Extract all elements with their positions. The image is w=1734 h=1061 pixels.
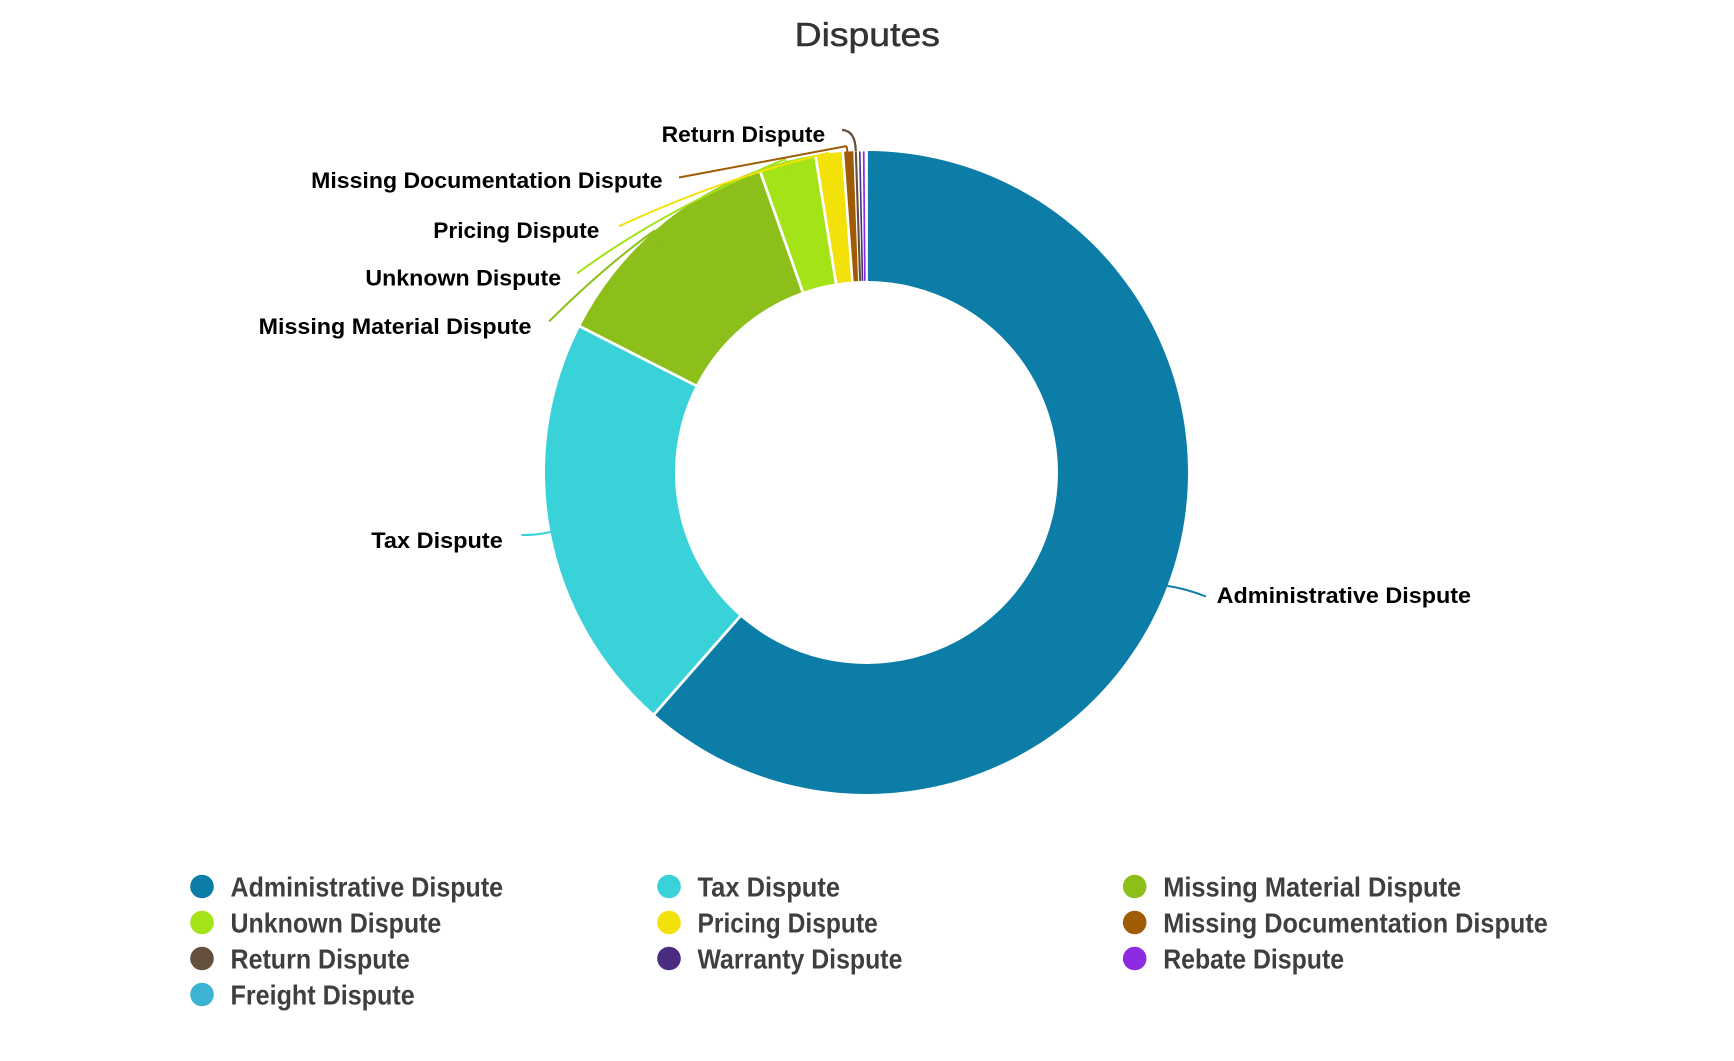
svg-text:Tax Dispute: Tax Dispute <box>371 528 503 553</box>
svg-text:Missing Material Dispute: Missing Material Dispute <box>1163 872 1461 903</box>
svg-text:Missing Documentation Dispute: Missing Documentation Dispute <box>311 168 662 193</box>
svg-text:Missing Material Dispute: Missing Material Dispute <box>259 314 532 339</box>
svg-text:Missing Documentation Dispute: Missing Documentation Dispute <box>1163 908 1548 939</box>
svg-text:Administrative Dispute: Administrative Dispute <box>231 872 504 903</box>
svg-text:Pricing Dispute: Pricing Dispute <box>698 908 878 939</box>
svg-text:Rebate Dispute: Rebate Dispute <box>1163 944 1344 975</box>
svg-text:Pricing Dispute: Pricing Dispute <box>433 218 599 243</box>
svg-text:Return Dispute: Return Dispute <box>662 122 826 147</box>
svg-text:Tax Dispute: Tax Dispute <box>698 872 841 903</box>
svg-text:Freight Dispute: Freight Dispute <box>231 980 415 1011</box>
svg-text:Unknown Dispute: Unknown Dispute <box>365 266 561 291</box>
svg-text:Return Dispute: Return Dispute <box>231 944 410 975</box>
svg-text:Disputes: Disputes <box>795 16 940 53</box>
svg-text:Administrative Dispute: Administrative Dispute <box>1217 583 1471 608</box>
svg-text:Unknown Dispute: Unknown Dispute <box>231 908 442 939</box>
svg-text:Warranty Dispute: Warranty Dispute <box>698 944 903 975</box>
